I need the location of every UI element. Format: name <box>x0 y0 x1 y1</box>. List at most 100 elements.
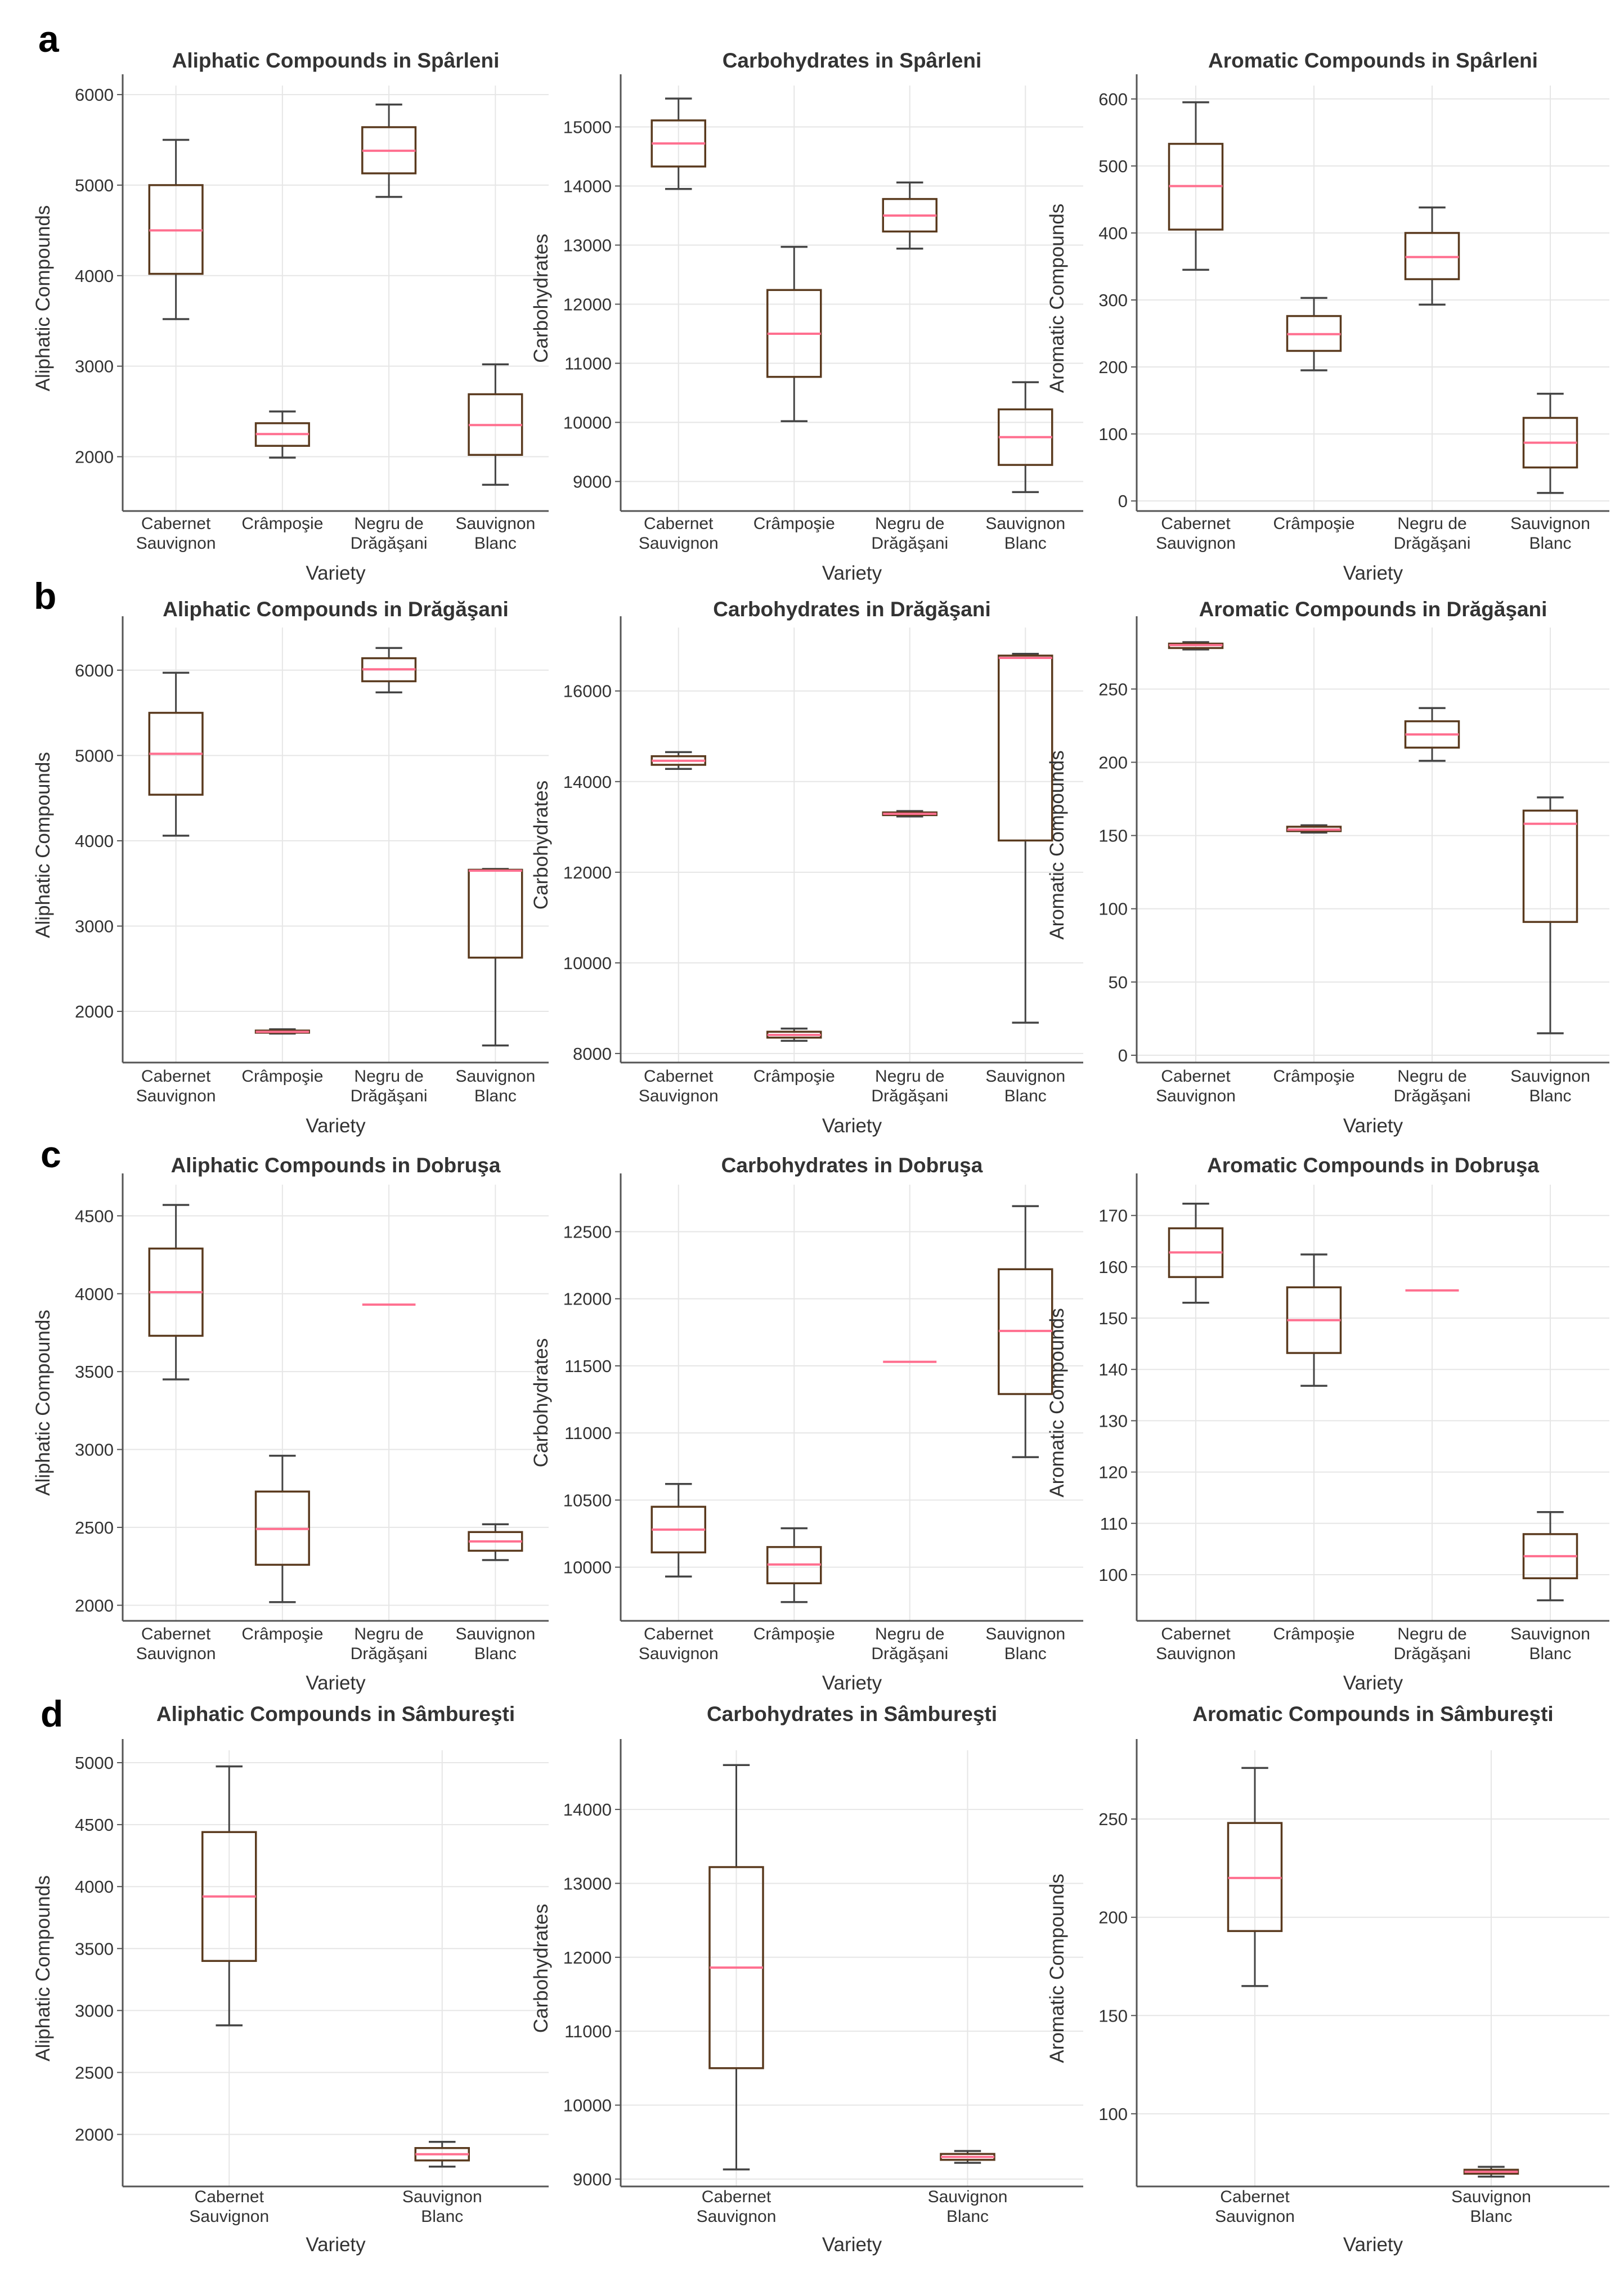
x-axis-label: Variety <box>822 2234 882 2256</box>
y-tick-label: 2000 <box>75 1002 114 1021</box>
x-tick-label-line: Cabernet <box>1161 514 1231 533</box>
y-axis-label: Aromatic Compounds <box>1046 750 1068 940</box>
y-tick-label: 140 <box>1098 1360 1128 1379</box>
x-tick-label-line: Blanc <box>1529 1644 1571 1663</box>
x-tick-label-line: Blanc <box>474 534 517 553</box>
box-sauvignon-blanc <box>468 1523 523 1561</box>
x-tick-label: Crâmpoşie <box>753 514 835 533</box>
x-tick-label-line: Blanc <box>1004 534 1047 553</box>
y-tick-label: 10500 <box>563 1490 612 1510</box>
y-tick-label: 3000 <box>75 916 114 936</box>
y-tick-label: 160 <box>1098 1257 1128 1277</box>
box-cabernet-sauvignon <box>148 1204 204 1381</box>
box-negru-de-dr-g-ani <box>1404 206 1460 306</box>
panel-letter-d: d <box>41 1693 63 1735</box>
y-tick-label: 12000 <box>563 295 612 315</box>
x-tick-label-line: Blanc <box>1529 534 1571 553</box>
y-tick-label: 11500 <box>564 1356 612 1376</box>
x-tick-label: Crâmpoşie <box>1273 514 1354 533</box>
x-tick-label-line: Drăgăşani <box>871 534 948 553</box>
x-tick-label-line: Negru de <box>1397 1625 1466 1643</box>
x-axis-label: Variety <box>1343 562 1403 584</box>
x-tick-label: Sauvignon Blanc <box>455 514 535 553</box>
y-tick-label: 3000 <box>75 1440 114 1460</box>
x-tick-label: Crâmpoşie <box>241 514 323 533</box>
x-tick-label-line: Blanc <box>474 1644 517 1663</box>
y-axis-label: Carbohydrates <box>530 1904 552 2033</box>
x-tick-label: Sauvignon Blanc <box>928 2188 1008 2226</box>
x-tick-label-line: Sauvignon <box>697 2207 777 2226</box>
y-axis-label: Aliphatic Compounds <box>32 205 54 392</box>
x-tick-label: Negru de Drăgăşani <box>871 514 948 553</box>
x-tick-label-line: Drăgăşani <box>351 1087 428 1105</box>
x-tick-label-line: Sauvignon <box>136 1087 216 1105</box>
box-cabernet-sauvignon <box>148 138 204 320</box>
y-tick-label: 100 <box>1098 424 1128 444</box>
y-tick-label: 14000 <box>563 1800 612 1820</box>
y-tick-label: 300 <box>1098 290 1128 310</box>
box-negru-de-dr-g-ani <box>882 810 937 818</box>
y-tick-label: 5000 <box>75 746 114 765</box>
x-tick-label: Cabernet Sauvignon <box>1215 2188 1295 2226</box>
y-tick-label: 100 <box>1098 2104 1128 2124</box>
y-tick-label: 2500 <box>75 2063 114 2082</box>
box-cabernet-sauvignon <box>708 1764 764 2171</box>
x-tick-label: Sauvignon Blanc <box>402 2188 482 2226</box>
y-tick-label: 9000 <box>573 472 612 492</box>
x-tick-label: Sauvignon Blanc <box>1510 1625 1590 1663</box>
x-tick-label-line: Sauvignon <box>1451 2188 1531 2206</box>
box-sauvignon-blanc <box>468 868 523 1047</box>
box-cabernet-sauvignon <box>1168 1202 1224 1304</box>
y-tick-label: 120 <box>1098 1463 1128 1482</box>
x-tick-label-line: Negru de <box>354 514 423 533</box>
chart-title: Aliphatic Compounds in Drăgăşani <box>163 598 509 621</box>
y-tick-label: 4000 <box>75 1877 114 1897</box>
x-axis-label: Variety <box>306 562 366 584</box>
box-cr-mpo-ie <box>766 245 822 423</box>
x-tick-label-line: Drăgăşani <box>871 1644 948 1663</box>
x-tick-label-line: Blanc <box>421 2207 463 2226</box>
y-tick-label: 8000 <box>573 1044 612 1064</box>
box-sauvignon-blanc <box>1463 2166 1519 2178</box>
x-tick-label-line: Sauvignon <box>1215 2207 1295 2226</box>
y-tick-label: 6000 <box>75 661 114 680</box>
x-tick-label: Negru de Drăgăşani <box>351 514 428 553</box>
y-axis-label: Carbohydrates <box>530 1338 552 1468</box>
y-tick-label: 6000 <box>75 85 114 105</box>
x-tick-label-line: Sauvignon <box>1510 1067 1590 1086</box>
box-cabernet-sauvignon <box>148 671 204 837</box>
y-tick-label: 14000 <box>563 772 612 792</box>
y-axis-label: Aromatic Compounds <box>1046 1308 1068 1498</box>
y-tick-label: 50 <box>1109 973 1128 992</box>
box-cr-mpo-ie <box>1286 1253 1342 1387</box>
y-tick-label: 400 <box>1098 223 1128 243</box>
box-sauvignon-blanc <box>1522 796 1578 1034</box>
chart-title: Aromatic Compounds in Sâmbureşti <box>1192 1702 1553 1726</box>
chart-title: Aliphatic Compounds in Dobruşa <box>171 1154 501 1177</box>
y-tick-label: 110 <box>1100 1514 1128 1534</box>
x-tick-label-line: Blanc <box>474 1087 517 1105</box>
x-tick-label-line: Drăgăşani <box>1394 1644 1471 1663</box>
y-axis-label: Aliphatic Compounds <box>32 752 54 938</box>
y-tick-label: 14000 <box>563 177 612 196</box>
x-tick-label-line: Drăgăşani <box>351 534 428 553</box>
x-tick-label: Negru de Drăgăşani <box>871 1067 948 1105</box>
x-tick-label-line: Blanc <box>1529 1087 1571 1105</box>
y-tick-label: 150 <box>1098 826 1128 846</box>
chart-a-2: 9000 10000 11000 12000 13000 14000 15000 Cabern… <box>530 49 1083 584</box>
box-sauvignon-blanc <box>1522 392 1578 494</box>
x-tick-label: Cabernet Sauvignon <box>1156 514 1236 553</box>
y-tick-label: 200 <box>1098 357 1128 377</box>
x-tick-label-line: Sauvignon <box>1156 534 1236 553</box>
y-tick-label: 170 <box>1098 1206 1128 1226</box>
x-tick-label-line: Sauvignon <box>639 534 719 553</box>
x-tick-label: Cabernet Sauvignon <box>1156 1067 1236 1105</box>
y-tick-label: 600 <box>1098 89 1128 109</box>
box-sauvignon-blanc <box>998 652 1053 1024</box>
y-tick-label: 10000 <box>563 953 612 973</box>
x-tick-label-line: Sauvignon <box>985 514 1065 533</box>
box-cabernet-sauvignon <box>201 1765 257 2027</box>
